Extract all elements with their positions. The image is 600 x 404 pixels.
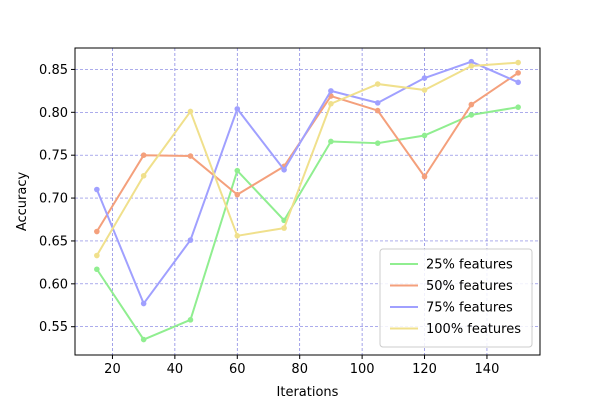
y-tick-label: 0.80 <box>39 106 68 121</box>
data-point <box>94 266 100 273</box>
legend-item: 50% features <box>390 279 513 294</box>
y-tick-label: 0.85 <box>39 63 68 78</box>
data-point <box>187 237 194 243</box>
legend-item: 100% features <box>390 322 521 337</box>
data-point <box>328 88 334 94</box>
data-point <box>468 112 475 118</box>
data-point <box>374 107 381 114</box>
y-tick-label: 0.60 <box>39 277 68 292</box>
plot-frame <box>74 47 541 356</box>
data-point <box>187 317 194 323</box>
data-point <box>421 75 428 81</box>
x-tick-label: 140 <box>475 362 500 377</box>
series-layer <box>94 58 521 343</box>
data-point <box>515 59 521 66</box>
x-tick-label: 20 <box>104 362 121 377</box>
data-point <box>187 108 194 115</box>
data-point <box>468 63 475 69</box>
x-tick-label: 80 <box>291 362 308 377</box>
data-point <box>94 186 100 193</box>
legend-label: 50% features <box>426 279 513 294</box>
y-tick-label: 0.70 <box>39 192 68 207</box>
data-point <box>281 225 287 231</box>
data-point <box>94 252 100 259</box>
data-point <box>515 79 521 86</box>
legend: 25% features 50% features 75% features 100%… <box>379 248 533 348</box>
y-tick-label: 0.55 <box>39 320 68 335</box>
series-4 <box>94 59 521 259</box>
x-axis-label: Iterations <box>277 385 339 400</box>
data-point <box>234 106 241 112</box>
legend-label: 25% features <box>426 258 513 273</box>
series-1 <box>94 104 521 343</box>
x-tick-label: 100 <box>350 362 375 377</box>
data-point <box>140 172 147 179</box>
data-point <box>421 87 428 93</box>
legend-item: 25% features <box>390 258 513 273</box>
data-point <box>140 152 147 158</box>
y-axis-label: Accuracy <box>15 172 30 232</box>
y-tick-label: 0.65 <box>39 234 68 249</box>
legend-box <box>379 248 533 348</box>
series-2 <box>94 70 521 235</box>
x-tick-label: 120 <box>412 362 437 377</box>
series-line <box>95 60 519 305</box>
x-tick-label: 40 <box>167 362 184 377</box>
y-tick-label: 0.75 <box>39 149 68 164</box>
data-point <box>281 166 287 173</box>
data-point <box>421 173 428 180</box>
data-point <box>187 153 194 159</box>
series-line <box>95 61 519 257</box>
data-point <box>374 100 381 106</box>
data-point <box>421 132 428 139</box>
data-point <box>515 70 521 76</box>
data-point <box>140 336 147 343</box>
x-tick-label: 60 <box>229 362 246 377</box>
data-point <box>234 167 241 174</box>
data-point <box>140 300 147 307</box>
legend-item: 75% features <box>390 301 513 316</box>
data-point <box>328 100 334 107</box>
legend-label: 75% features <box>426 301 513 316</box>
legend-label: 100% features <box>426 322 521 337</box>
data-point <box>374 140 381 146</box>
data-point <box>234 233 241 239</box>
data-point <box>468 101 475 108</box>
data-point <box>515 104 521 110</box>
series-3 <box>94 58 521 307</box>
data-point <box>234 191 241 198</box>
series-line <box>96 106 519 341</box>
data-point <box>468 58 475 65</box>
data-point <box>94 228 100 235</box>
data-point <box>374 81 381 87</box>
tick-layer: 20 40 60 80 100 120 140 0.55 0.60 0.65 0.70 0.75 0.8… <box>39 63 499 377</box>
data-point <box>328 138 334 145</box>
